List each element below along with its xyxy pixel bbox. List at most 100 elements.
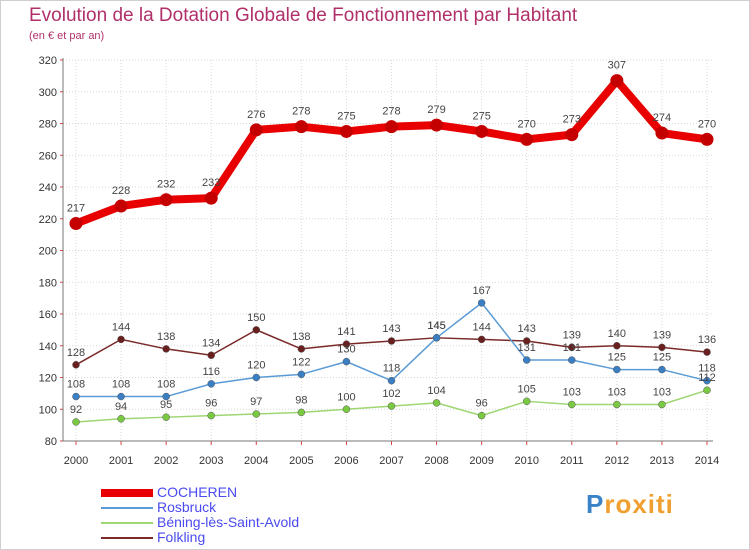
point-folkling-2009 xyxy=(477,335,486,344)
legend-label-bening: Béning-lès-Saint-Avold xyxy=(157,514,300,530)
data-label-cocheren-2013: 274 xyxy=(653,112,671,124)
data-label-bening-les-saint-avold-2003: 96 xyxy=(205,398,217,410)
data-label-cocheren-2004: 276 xyxy=(247,109,265,121)
chart-subtitle: (en € et par an) xyxy=(29,30,105,42)
data-label-rosbruck-2011: 131 xyxy=(563,342,581,354)
x-tick-label-2009: 2009 xyxy=(469,455,493,467)
x-tick-label-2000: 2000 xyxy=(64,455,88,467)
data-label-folkling-2009: 144 xyxy=(472,321,490,333)
point-folkling-2012 xyxy=(613,342,621,350)
point-folkling-2002 xyxy=(162,345,170,353)
data-label-rosbruck-2002: 108 xyxy=(157,379,175,391)
point-bening-les-saint-avold-2012 xyxy=(613,400,621,409)
data-label-cocheren-2014: 270 xyxy=(698,118,716,130)
data-label-bening-les-saint-avold-2007: 102 xyxy=(382,388,400,400)
y-tick-label-120: 120 xyxy=(39,373,57,385)
x-tick-label-2002: 2002 xyxy=(154,455,178,467)
data-label-cocheren-2005: 278 xyxy=(292,106,310,118)
x-tick-label-2007: 2007 xyxy=(379,455,403,467)
point-rosbruck-2002 xyxy=(162,392,170,401)
point-rosbruck-2013 xyxy=(658,365,666,374)
point-cocheren-2009 xyxy=(475,124,489,138)
logo-first-letter: P xyxy=(586,489,605,519)
data-label-bening-les-saint-avold-2005: 98 xyxy=(295,394,307,406)
data-label-cocheren-2002: 232 xyxy=(157,179,175,191)
data-label-rosbruck-2003: 116 xyxy=(202,366,220,378)
point-rosbruck-2007 xyxy=(387,376,396,385)
point-rosbruck-2009 xyxy=(477,299,486,307)
y-tick-label-140: 140 xyxy=(39,341,57,353)
data-label-rosbruck-2009: 167 xyxy=(472,285,490,297)
y-tick-label-220: 220 xyxy=(39,214,57,226)
data-label-bening-les-saint-avold-2009: 96 xyxy=(476,398,488,410)
point-bening-les-saint-avold-2003 xyxy=(207,411,215,420)
point-rosbruck-2005 xyxy=(297,370,306,379)
point-rosbruck-2003 xyxy=(207,380,215,388)
point-folkling-2010 xyxy=(522,337,531,345)
data-label-cocheren-2003: 233 xyxy=(202,177,220,189)
x-tick-label-2010: 2010 xyxy=(514,455,538,467)
point-folkling-2001 xyxy=(117,335,125,344)
point-folkling-2006 xyxy=(342,340,351,348)
point-bening-les-saint-avold-2000 xyxy=(72,418,80,426)
data-label-rosbruck-2012: 125 xyxy=(608,352,626,364)
data-label-bening-les-saint-avold-2000: 92 xyxy=(70,404,82,416)
data-label-bening-les-saint-avold-2008: 104 xyxy=(427,385,445,397)
point-cocheren-2014 xyxy=(700,132,714,146)
point-bening-les-saint-avold-2001 xyxy=(117,415,125,423)
point-bening-les-saint-avold-2011 xyxy=(568,400,576,409)
y-tick-label-100: 100 xyxy=(39,404,57,416)
point-folkling-2005 xyxy=(297,345,306,353)
data-label-bening-les-saint-avold-2011: 103 xyxy=(563,386,581,398)
data-label-rosbruck-2013: 125 xyxy=(653,352,671,364)
y-tick-label-240: 240 xyxy=(39,182,57,194)
data-label-cocheren-2001: 228 xyxy=(112,185,130,197)
data-label-rosbruck-2010: 131 xyxy=(518,342,536,354)
point-folkling-2007 xyxy=(387,337,396,345)
point-cocheren-2012 xyxy=(610,74,624,88)
point-rosbruck-2012 xyxy=(613,365,621,374)
point-bening-les-saint-avold-2004 xyxy=(252,410,261,418)
point-folkling-2013 xyxy=(658,343,666,352)
point-cocheren-2000 xyxy=(69,217,83,231)
data-label-folkling-2004: 150 xyxy=(247,312,265,324)
point-rosbruck-2006 xyxy=(342,357,351,366)
logo-rest: roxiti xyxy=(604,489,674,519)
point-bening-les-saint-avold-2013 xyxy=(658,400,666,409)
point-rosbruck-2000 xyxy=(72,392,80,401)
data-label-folkling-2011: 139 xyxy=(563,329,581,341)
data-label-rosbruck-2008: 145 xyxy=(427,320,445,332)
data-label-folkling-2010: 143 xyxy=(518,323,536,335)
point-cocheren-2002 xyxy=(159,193,173,207)
data-label-bening-les-saint-avold-2002: 95 xyxy=(160,399,172,411)
y-tick-label-160: 160 xyxy=(39,309,57,321)
legend-swatch-bening xyxy=(101,522,153,524)
y-tick-label-200: 200 xyxy=(39,246,57,258)
x-tick-label-2001: 2001 xyxy=(109,455,133,467)
data-label-bening-les-saint-avold-2010: 105 xyxy=(518,383,536,395)
data-label-rosbruck-2001: 108 xyxy=(112,379,130,391)
data-label-rosbruck-2004: 120 xyxy=(247,360,265,372)
point-cocheren-2011 xyxy=(565,128,579,142)
x-tick-label-2003: 2003 xyxy=(199,455,223,467)
y-tick-label-80: 80 xyxy=(45,436,57,448)
y-tick-label-260: 260 xyxy=(39,150,57,162)
data-label-folkling-2012: 140 xyxy=(608,328,626,340)
legend-label-folkling: Folkling xyxy=(157,529,206,545)
data-label-folkling-2013: 139 xyxy=(653,329,671,341)
data-label-rosbruck-2000: 108 xyxy=(67,379,85,391)
data-label-folkling-2006: 141 xyxy=(337,326,355,338)
point-bening-les-saint-avold-2002 xyxy=(162,413,170,421)
chart-title: Evolution de la Dotation Globale de Fonc… xyxy=(29,5,578,26)
data-label-folkling-2014: 136 xyxy=(698,334,716,346)
point-cocheren-2003 xyxy=(204,191,218,205)
data-label-bening-les-saint-avold-2013: 103 xyxy=(653,386,671,398)
x-tick-label-2012: 2012 xyxy=(605,455,629,467)
data-label-folkling-2005: 138 xyxy=(292,331,310,343)
y-tick-label-320: 320 xyxy=(39,55,57,67)
point-rosbruck-2004 xyxy=(252,373,261,382)
point-folkling-2000 xyxy=(72,361,80,369)
point-bening-les-saint-avold-2014 xyxy=(703,386,711,394)
